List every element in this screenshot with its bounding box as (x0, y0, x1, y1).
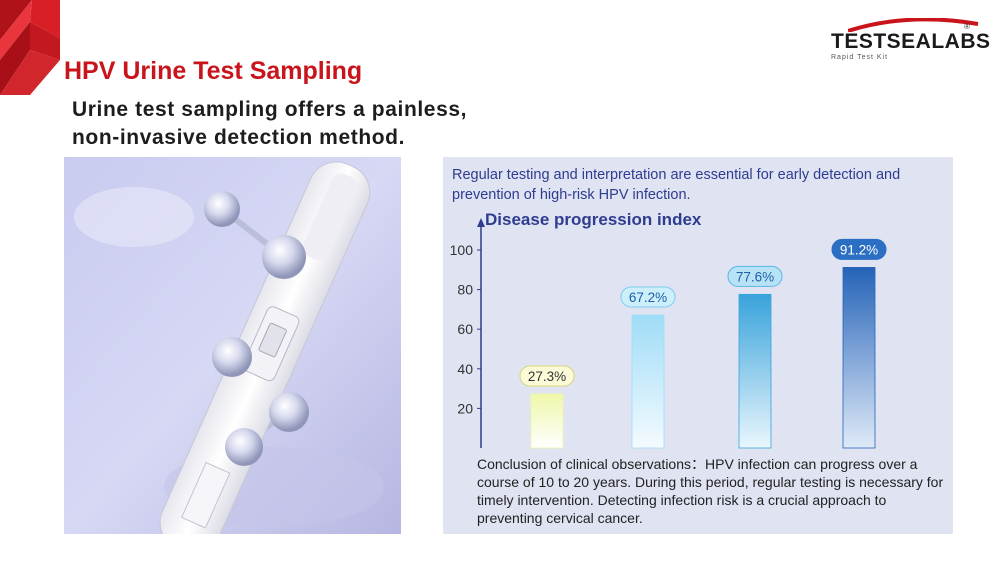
bar-chart: 20 40 60 80 100 27.3% 67.2% 77.6% 91.2% (450, 218, 887, 449)
corner-decoration (0, 0, 60, 95)
y-tick-label: 60 (457, 321, 473, 337)
y-tick-label: 40 (457, 361, 473, 377)
data-label: 91.2% (840, 242, 878, 257)
data-label-bubble (727, 265, 783, 287)
subtitle-line-1: Urine test sampling offers a painless, (72, 98, 468, 121)
y-tick-label: 80 (457, 282, 473, 298)
bar (530, 393, 564, 449)
y-axis-arrow-icon (477, 218, 485, 227)
data-label: 67.2% (629, 290, 667, 305)
data-label-bubble (831, 238, 887, 260)
conclusion-text: Conclusion of clinical observations：HPV … (477, 456, 944, 526)
logo-registered-mark: ® (964, 22, 970, 31)
bar (631, 314, 665, 449)
subtitle-line-2: non-invasive detection method. (72, 126, 406, 149)
y-tick-label: 20 (457, 400, 473, 416)
product-photo (64, 157, 401, 534)
logo-wordmark: TESTSEALABS (831, 30, 991, 53)
data-label-bubble (519, 365, 575, 387)
bar (842, 267, 876, 449)
bar (738, 293, 772, 449)
panel-intro-text: Regular testing and interpretation are e… (452, 167, 901, 203)
page-subtitle: Urine test sampling offers a painless, n… (72, 96, 467, 152)
logo-tagline: Rapid Test Kit (831, 54, 889, 61)
data-label-bubble (620, 286, 676, 308)
data-label: 77.6% (736, 269, 774, 284)
y-tick-label: 100 (450, 242, 474, 258)
page-title: HPV Urine Test Sampling (64, 57, 363, 85)
brand-logo: TESTSEALABS ® Rapid Test Kit (828, 18, 990, 66)
info-panel: Regular testing and interpretation are e… (443, 157, 953, 534)
chart-title: Disease progression index (485, 210, 702, 229)
logo-swoosh-icon (848, 18, 979, 32)
data-label: 27.3% (528, 369, 566, 384)
